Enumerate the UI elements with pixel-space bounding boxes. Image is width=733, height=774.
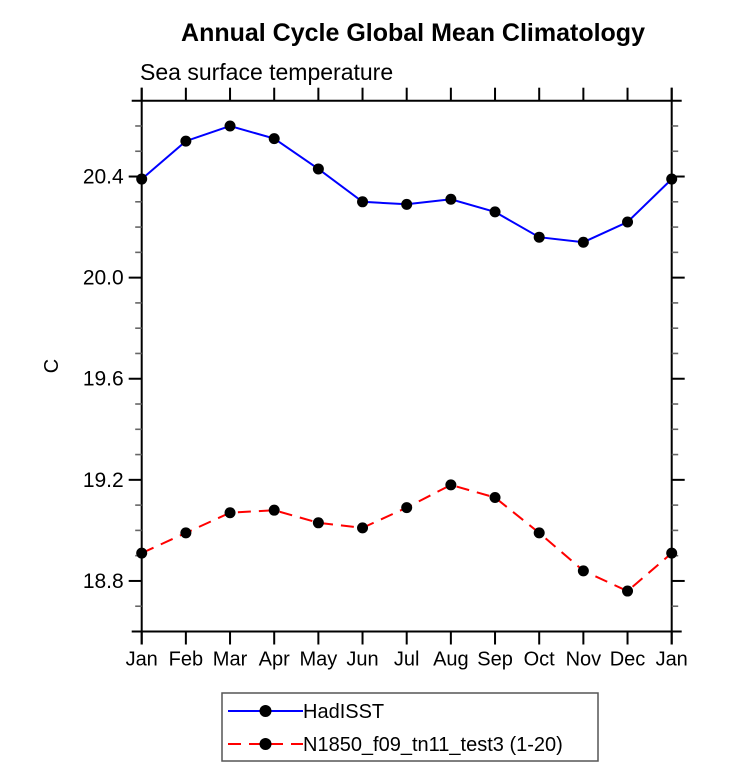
data-point: [533, 527, 545, 539]
series-line: [141, 124, 673, 244]
data-point: [136, 547, 148, 559]
data-point: [577, 565, 589, 577]
x-tick-label: May: [299, 649, 337, 671]
x-tick-label: Aug: [433, 649, 469, 671]
y-tick-label: 18.8: [83, 570, 124, 593]
axes: Jan Feb Mar Apr May Jun Jul Aug Sep Oct Nov Dec Jan 1…: [83, 87, 688, 671]
x-tick-label: Jan: [126, 649, 158, 671]
data-point: [224, 120, 236, 132]
chart-subtitle: Sea surface temperature: [140, 59, 393, 85]
legend-box: [221, 692, 599, 762]
data-point: [489, 206, 501, 218]
x-tick-label: Oct: [524, 649, 556, 671]
data-point: [666, 173, 678, 185]
data-point: [666, 547, 678, 559]
data-point: [445, 479, 457, 491]
legend: HadISST N1850_f09_tn11_test3 (1-20): [221, 692, 599, 762]
y-tick-label: 19.6: [83, 368, 124, 391]
y-tick-label: 20.4: [83, 166, 124, 189]
x-tick-label: Apr: [259, 649, 290, 671]
data-point: [312, 163, 324, 175]
x-tick-label: Dec: [610, 649, 646, 671]
data-point: [577, 236, 589, 248]
data-point: [268, 504, 280, 516]
x-tick-label: Nov: [566, 649, 602, 671]
data-point: [268, 133, 280, 145]
data-point: [533, 231, 545, 243]
series-line: [141, 483, 673, 593]
legend-label: HadISST: [303, 701, 384, 723]
data-point: [622, 216, 634, 228]
y-axis-label: C: [41, 359, 63, 373]
data-point: [180, 527, 192, 539]
x-tick-label: Jun: [346, 649, 378, 671]
data-point: [136, 173, 148, 185]
legend-marker: [259, 738, 272, 750]
legend-marker: [259, 705, 272, 717]
x-tick-label: Jan: [656, 649, 688, 671]
data-point: [312, 517, 324, 529]
legend-label: N1850_f09_tn11_test3 (1-20): [303, 734, 563, 756]
chart-title: Annual Cycle Global Mean Climatology: [181, 19, 645, 47]
data-point: [357, 522, 369, 534]
data-point: [489, 492, 501, 504]
data-point: [622, 585, 634, 597]
data-point: [445, 193, 457, 205]
series-lines: [136, 120, 678, 597]
x-tick-label: Jul: [394, 649, 420, 671]
x-tick-label: Feb: [169, 649, 203, 671]
y-tick-label: 19.2: [83, 469, 124, 492]
data-point: [224, 507, 236, 519]
x-tick-label: Sep: [477, 649, 513, 671]
data-point: [401, 502, 413, 514]
data-point: [180, 135, 192, 147]
y-tick-label: 20.0: [83, 267, 124, 290]
x-tick-label: Mar: [213, 649, 248, 671]
data-point: [357, 196, 369, 208]
data-point: [401, 198, 413, 210]
